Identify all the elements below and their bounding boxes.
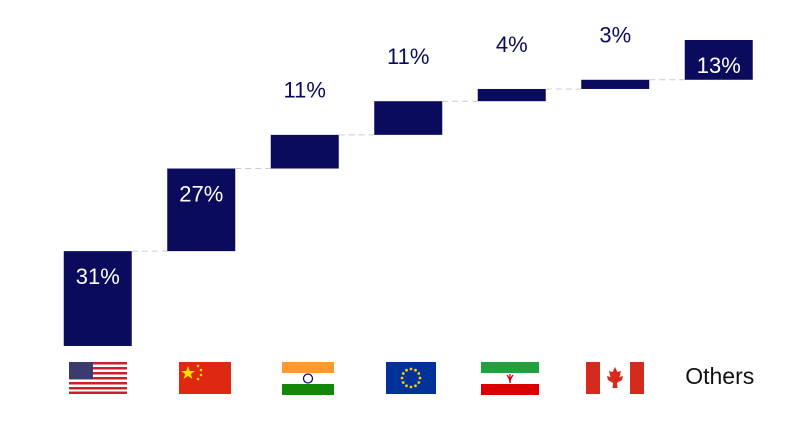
flag — [282, 362, 334, 395]
x-tick-label: Others — [685, 363, 754, 389]
value-label: 27% — [179, 181, 223, 206]
flag — [179, 362, 231, 394]
bar — [270, 134, 339, 169]
value-label: 11% — [284, 78, 326, 103]
value-label: 3% — [599, 23, 631, 48]
value-label: 11% — [387, 44, 429, 69]
bar — [63, 251, 132, 346]
value-label: 31% — [76, 264, 120, 289]
flag — [386, 362, 436, 394]
value-label: 4% — [496, 32, 528, 57]
bar — [477, 88, 546, 102]
bar — [684, 40, 753, 80]
bar — [374, 101, 443, 135]
bar — [167, 168, 236, 252]
flags — [69, 362, 644, 395]
flag — [481, 362, 539, 395]
flag — [586, 362, 644, 394]
value-label: 13% — [697, 53, 741, 78]
flag — [69, 362, 127, 394]
bar — [581, 79, 650, 89]
